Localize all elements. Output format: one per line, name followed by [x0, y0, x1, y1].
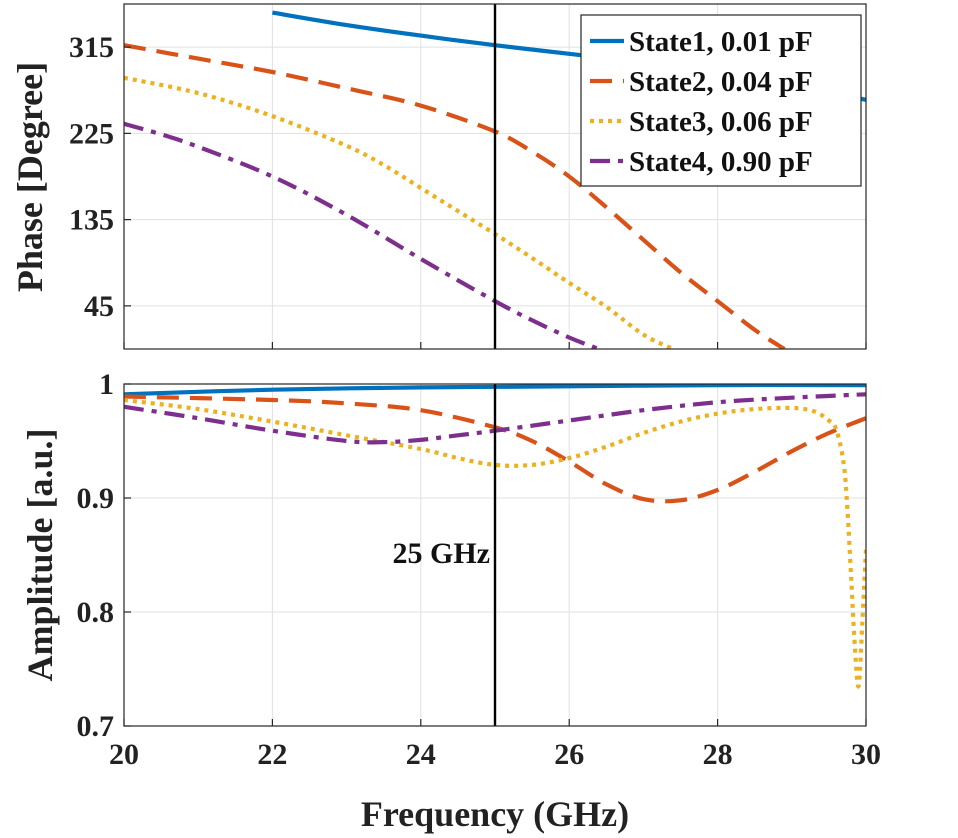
legend-label-state2: State2, 0.04 pF: [629, 66, 813, 98]
amp-ytick-label: 0.8: [77, 596, 115, 629]
amp-xtick-label: 26: [554, 738, 584, 771]
amp-xtick-label: 28: [703, 738, 733, 771]
phase-ytick-label: 225: [69, 117, 114, 150]
amplitude-y-axis-label: Amplitude [a.u.]: [20, 428, 60, 681]
marker-annotation-25ghz: 25 GHz: [393, 537, 491, 570]
amp-ytick-label: 0.9: [77, 482, 115, 515]
figure: 45135225315 Phase [Degree] 0.70.80.9120 2…: [0, 0, 958, 838]
phase-ytick-label: 45: [84, 290, 114, 323]
x-axis-label: Frequency (GHz): [361, 794, 629, 834]
legend-label-state1: State1, 0.01 pF: [629, 26, 813, 58]
amp-xtick-label: 24: [406, 738, 436, 771]
amp-xtick-label: 30: [851, 738, 881, 771]
amp-xtick-label: 20: [109, 738, 139, 771]
phase-ytick-label: 315: [69, 31, 114, 64]
amp-ytick-label: 1: [99, 368, 114, 401]
phase-ytick-label: 135: [69, 204, 114, 237]
legend-label-state4: State4, 0.90 pF: [629, 146, 813, 178]
legend-label-state3: State3, 0.06 pF: [629, 106, 813, 138]
amp-xtick-label: 22: [257, 738, 287, 771]
legend: State1, 0.01 pF State2, 0.04 pF State3, 0.…: [581, 15, 861, 186]
phase-y-axis-label: Phase [Degree]: [10, 62, 50, 292]
